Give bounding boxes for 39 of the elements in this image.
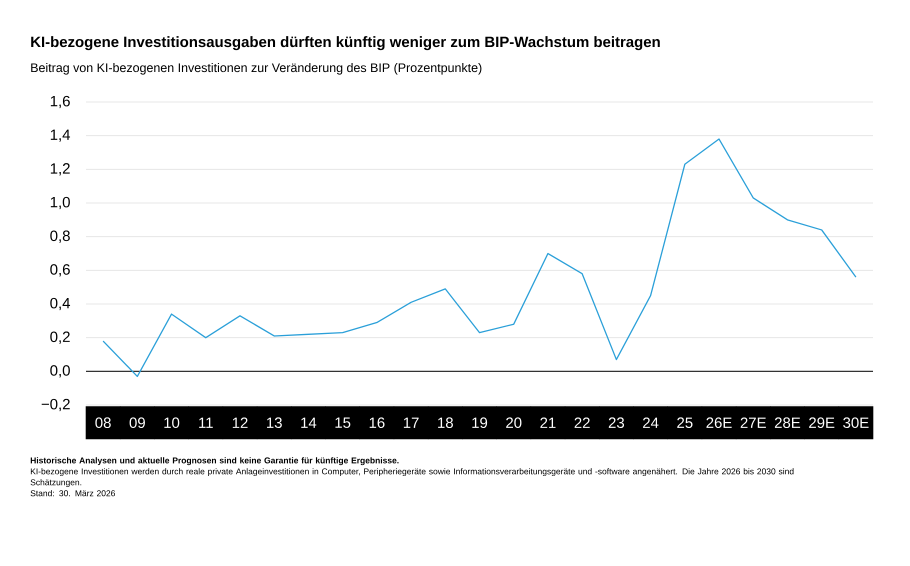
y-tick-label: 0,2 — [50, 331, 70, 344]
x-tick-label: 27E — [740, 417, 766, 428]
x-tick-label: 14 — [301, 418, 316, 428]
line-series — [102, 138, 857, 378]
text: KI-bezogene Investitionen werden durch reale private Anlageinvestitionen in Computer, Peripheriegeräte sowie Informationsverarbeitungsgeräte und -software angenähert. Die Jahre 2026 bis 2030 sind Schätzungen. — [30, 468, 794, 488]
x-tick-label: 22 — [574, 417, 590, 428]
y-tick-label: 1,6 — [50, 96, 70, 108]
x-tick-label: 16 — [370, 417, 385, 428]
x-tick-label: 17 — [404, 418, 419, 428]
x-tick-label: 28E — [774, 417, 800, 428]
x-tick-label: 19 — [472, 417, 488, 428]
x-tick-label: 09 — [130, 417, 145, 428]
x-tick-label: 20 — [506, 417, 522, 428]
y-tick-label: −0,2 — [42, 398, 70, 412]
y-tick-label: 1,4 — [50, 130, 70, 142]
x-tick-label: 23 — [608, 417, 624, 428]
x-tick-label: 24 — [643, 417, 658, 428]
y-tick-label: 0,0 — [50, 365, 70, 378]
chart-title: KI-bezogene Investitionsausgaben dürften künftig weniger zum BIP-Wachstum beitragen — [31, 36, 660, 50]
y-tick-label: 1,2 — [50, 163, 70, 176]
text: Stand: 30. März 2026 — [30, 490, 116, 496]
x-tick-label: 29E — [809, 417, 834, 428]
x-tick-label: 15 — [335, 417, 350, 428]
x-tick-label: 25 — [677, 417, 692, 428]
x-tick-label: 21 — [540, 417, 556, 428]
x-tick-label: 18 — [438, 417, 453, 428]
x-tick-label: 10 — [164, 417, 180, 428]
y-tick-label: 1,0 — [50, 196, 70, 210]
text: Historische Analysen und aktuelle Prognosen sind keine Garantie für künftige Ergebnisse. — [30, 457, 399, 466]
y-tick-label: 0,4 — [50, 298, 70, 310]
y-tick-label: 0,8 — [50, 230, 70, 243]
x-tick-label: 26E — [706, 417, 732, 428]
x-tick-label: 12 — [232, 417, 248, 428]
x-tick-label: 30E — [843, 417, 869, 428]
x-tick-label: 08 — [95, 417, 111, 428]
chart-subtitle: Beitrag von KI-bezogenen Investitionen zur Veränderung des BIP (Prozentpunkte) — [31, 62, 482, 75]
y-tick-label: 0,6 — [50, 264, 70, 277]
x-tick-label: 13 — [267, 417, 282, 428]
x-tick-label: 11 — [199, 418, 213, 428]
